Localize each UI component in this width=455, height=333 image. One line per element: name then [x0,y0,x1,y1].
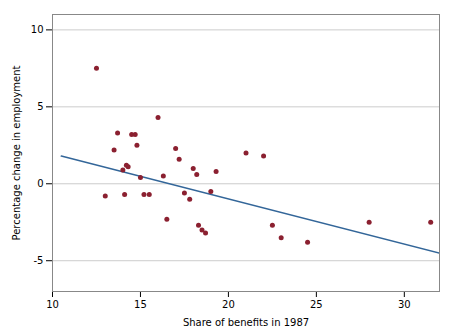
svg-text:Percentage change in employmen: Percentage change in employment [11,65,22,240]
svg-text:20: 20 [222,299,235,310]
svg-text:-5: -5 [34,255,44,266]
svg-text:15: 15 [134,299,147,310]
svg-text:30: 30 [398,299,411,310]
svg-text:10: 10 [46,299,59,310]
svg-text:25: 25 [310,299,323,310]
svg-text:5: 5 [37,101,43,112]
svg-text:0: 0 [37,178,43,189]
svg-text:Share of benefits in 1987: Share of benefits in 1987 [183,317,309,328]
svg-text:10: 10 [31,24,44,35]
